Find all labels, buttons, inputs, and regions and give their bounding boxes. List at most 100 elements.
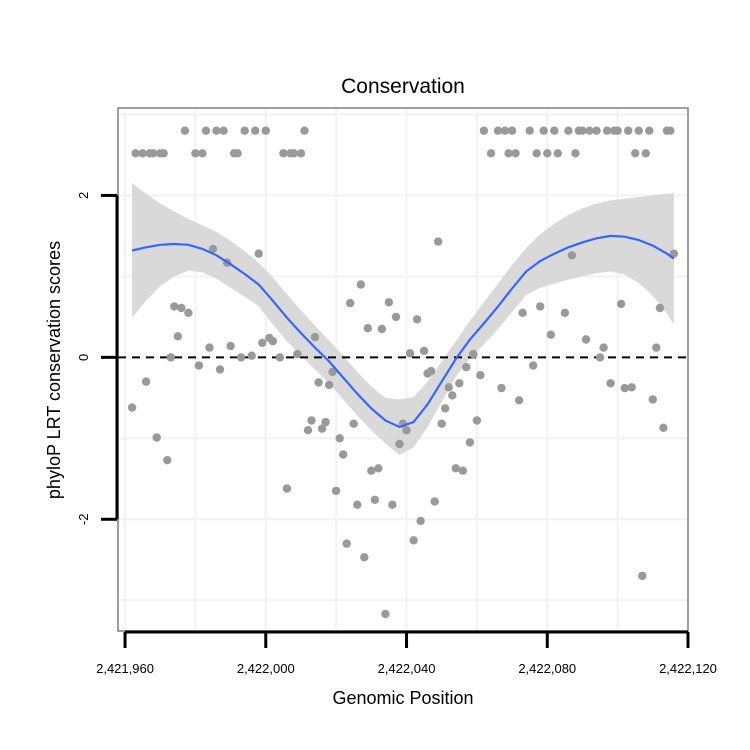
- x-tick-label: 2,421,960: [96, 661, 154, 676]
- data-point: [159, 149, 168, 158]
- data-point: [493, 126, 503, 135]
- data-point: [307, 416, 316, 425]
- data-point: [444, 383, 453, 392]
- data-point: [240, 126, 249, 135]
- data-point: [324, 380, 334, 390]
- data-point: [476, 371, 485, 380]
- data-point: [585, 126, 594, 135]
- data-point: [339, 450, 348, 459]
- data-point: [356, 280, 365, 289]
- data-point: [127, 403, 137, 412]
- data-point: [317, 424, 327, 433]
- x-tick-label: 2,422,000: [237, 661, 295, 676]
- data-point: [353, 500, 362, 509]
- data-point: [564, 126, 573, 135]
- data-point: [511, 149, 520, 158]
- data-point: [434, 237, 443, 246]
- data-point: [462, 362, 471, 372]
- data-point: [331, 486, 341, 496]
- data-point: [441, 404, 450, 413]
- data-point: [634, 126, 643, 135]
- data-point: [638, 571, 647, 581]
- data-point: [578, 126, 587, 135]
- x-tick-label: 2,422,120: [659, 661, 717, 676]
- data-point: [360, 553, 369, 562]
- data-point: [472, 416, 482, 425]
- data-point: [465, 438, 475, 447]
- data-point: [170, 302, 179, 311]
- data-point: [655, 303, 665, 313]
- data-point: [184, 308, 193, 317]
- data-point: [666, 126, 675, 135]
- data-point: [620, 383, 629, 393]
- data-point: [247, 351, 256, 360]
- data-point: [567, 251, 577, 260]
- data-point: [279, 149, 288, 158]
- data-point: [300, 126, 309, 135]
- data-point: [289, 149, 299, 158]
- data-point: [346, 298, 355, 308]
- data-point: [426, 366, 436, 376]
- data-point: [251, 126, 260, 135]
- data-point: [595, 353, 605, 362]
- confidence-band: [132, 183, 674, 456]
- data-point: [451, 464, 460, 473]
- data-point: [606, 379, 615, 388]
- chart-title: Conservation: [341, 75, 465, 98]
- data-point: [553, 149, 562, 158]
- data-point: [416, 516, 425, 526]
- data-point: [395, 439, 404, 449]
- data-point: [191, 149, 200, 158]
- data-point: [641, 149, 650, 158]
- data-point: [536, 302, 545, 311]
- data-point: [282, 484, 292, 493]
- data-point: [152, 433, 161, 442]
- data-point: [405, 349, 415, 358]
- data-point: [293, 349, 302, 359]
- data-point: [532, 149, 541, 158]
- data-point: [458, 466, 467, 475]
- data-point: [335, 434, 344, 443]
- data-point: [581, 335, 591, 344]
- data-point: [486, 149, 496, 158]
- data-point: [226, 341, 235, 351]
- data-point: [236, 353, 246, 362]
- data-point: [504, 149, 513, 158]
- data-point: [599, 343, 608, 352]
- data-point: [367, 466, 376, 475]
- data-point: [194, 361, 204, 370]
- data-point: [254, 249, 263, 258]
- data-point: [631, 149, 640, 158]
- data-point: [455, 379, 464, 388]
- data-point: [201, 126, 211, 135]
- data-point: [342, 539, 351, 548]
- data-point: [529, 361, 538, 370]
- data-point: [177, 303, 186, 313]
- data-point: [645, 126, 654, 135]
- data-point: [419, 346, 429, 356]
- data-point: [258, 338, 267, 347]
- data-point: [652, 343, 661, 352]
- data-point: [314, 378, 323, 387]
- data-point: [539, 126, 548, 135]
- data-point: [448, 391, 457, 400]
- data-point: [296, 149, 306, 158]
- data-point: [514, 396, 524, 405]
- data-point: [613, 126, 622, 135]
- data-point: [141, 377, 151, 386]
- data-point: [205, 343, 214, 352]
- data-point: [560, 308, 570, 317]
- data-point: [363, 324, 372, 333]
- smooth-trend-line: [131, 234, 675, 429]
- y-tick-label: -2: [76, 513, 91, 525]
- data-point: [321, 417, 330, 427]
- data-point: [219, 126, 228, 135]
- data-point: [381, 609, 390, 619]
- data-point: [131, 149, 140, 158]
- data-point: [500, 126, 510, 135]
- data-point: [328, 367, 337, 377]
- data-point: [198, 149, 207, 158]
- data-point: [648, 395, 657, 404]
- data-point: [412, 315, 422, 324]
- data-point: [138, 149, 147, 158]
